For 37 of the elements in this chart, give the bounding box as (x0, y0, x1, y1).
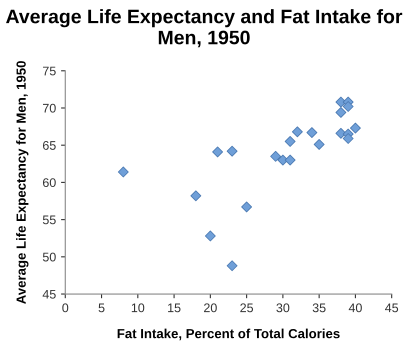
point (212, 146, 224, 158)
point (241, 202, 252, 212)
point (314, 139, 325, 150)
point (226, 260, 238, 272)
x-tick-label: 15 (168, 304, 181, 312)
x-tick-label: 5 (98, 304, 104, 312)
x-tick-label: 20 (204, 303, 217, 312)
y-tick-label: 75 (42, 66, 56, 76)
point (350, 122, 361, 134)
x-tick-label: 35 (312, 303, 326, 312)
x-axis-title: Fat Intake, Percent of Total Calories (118, 328, 340, 340)
chart-title: Average Life Expectancy and Fat Intake for Men, 1950 (6, 9, 402, 48)
point (226, 146, 238, 157)
y-tick-label: 45 (42, 290, 56, 299)
x-tick-label: 10 (132, 303, 144, 312)
point (284, 154, 296, 166)
x-tick-label: 0 (62, 303, 68, 312)
point (270, 150, 282, 162)
point (342, 101, 354, 112)
y-tick-label: 60 (42, 178, 56, 188)
point (284, 136, 296, 147)
point (306, 127, 318, 138)
y-tick-label: 55 (42, 216, 56, 224)
point (118, 166, 129, 178)
x-tick-label: 40 (348, 303, 362, 312)
point (335, 107, 346, 118)
point (190, 190, 202, 202)
y-tick-label: 65 (42, 141, 56, 150)
x-tick-label: 45 (385, 304, 398, 312)
x-tick-label: 25 (240, 303, 254, 312)
point (342, 133, 354, 144)
y-axis-title: Average Life Expectancy for Men, 1950 (16, 61, 28, 304)
point (204, 230, 216, 242)
y-tick-label: 70 (42, 104, 56, 113)
point (292, 126, 303, 138)
x-tick-label: 30 (276, 303, 290, 312)
y-tick-label: 50 (42, 252, 56, 262)
